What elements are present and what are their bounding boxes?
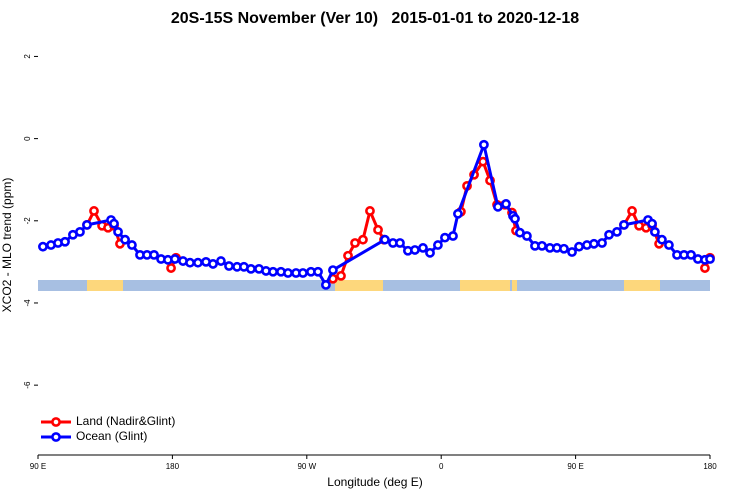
data-point	[700, 263, 710, 273]
y-tick-label: -6	[23, 381, 32, 389]
data-point	[127, 240, 137, 250]
data-point	[298, 268, 308, 278]
y-tick-label: -2	[23, 217, 32, 225]
data-point	[425, 247, 435, 258]
data-point	[410, 245, 420, 255]
data-point	[448, 231, 458, 241]
data-point	[612, 226, 622, 237]
data-point	[170, 254, 180, 264]
data-point	[328, 265, 338, 275]
data-point	[395, 238, 405, 248]
data-point	[321, 279, 331, 290]
land-strip	[335, 280, 383, 291]
data-point	[478, 156, 488, 167]
data-point	[350, 238, 360, 248]
data-point	[537, 240, 547, 251]
data-point	[75, 226, 85, 237]
data-point	[380, 234, 390, 245]
data-point	[493, 201, 503, 212]
data-point	[89, 206, 99, 216]
x-tick-label: 180	[703, 462, 717, 471]
data-point	[453, 208, 463, 219]
legend-marker	[51, 432, 61, 442]
data-point	[433, 240, 443, 250]
legend-label: Ocean (Glint)	[76, 429, 147, 443]
land-strip	[460, 280, 510, 291]
land-strip	[624, 280, 660, 291]
data-point	[216, 256, 226, 266]
series-line	[42, 139, 711, 289]
data-point	[38, 241, 48, 252]
data-point	[224, 261, 234, 271]
data-point	[336, 270, 346, 281]
x-tick-label: 90 E	[30, 462, 46, 471]
x-tick-label: 180	[166, 462, 180, 471]
data-point	[343, 250, 353, 261]
data-point	[208, 259, 218, 269]
x-axis-label: Longitude (deg E)	[327, 475, 422, 489]
data-point	[567, 247, 577, 257]
data-point	[365, 206, 375, 216]
data-point	[60, 236, 70, 247]
data-point	[627, 206, 637, 216]
data-point	[559, 243, 569, 254]
y-tick-label: 0	[23, 136, 32, 141]
data-point	[113, 226, 123, 237]
data-point	[268, 266, 278, 277]
data-point	[246, 263, 256, 274]
legend-marker	[51, 417, 61, 427]
data-point	[589, 238, 599, 249]
chart-title: 20S-15S November (Ver 10) 2015-01-01 to …	[171, 10, 579, 27]
data-point	[705, 254, 715, 264]
land-ocean-strip	[38, 280, 710, 291]
data-point	[82, 220, 92, 230]
data-point	[604, 229, 614, 240]
data-point	[649, 226, 660, 237]
data-point	[185, 257, 195, 268]
data-point	[440, 232, 450, 243]
x-tick-label: 0	[439, 462, 444, 471]
land-strip	[512, 280, 517, 291]
data-point	[686, 249, 696, 260]
data-point	[574, 241, 584, 252]
data-point	[373, 224, 383, 235]
legend-label: Land (Nadir&Glint)	[76, 414, 175, 428]
y-tick-label: 2	[23, 54, 32, 59]
data-point	[120, 234, 130, 245]
y-axis-label: XCO2 - MLO trend (ppm)	[0, 178, 14, 313]
data-point	[647, 218, 657, 229]
data-point	[358, 234, 368, 245]
data-point	[313, 266, 323, 277]
data-point	[109, 218, 119, 229]
data-point	[657, 234, 667, 245]
data-point	[619, 220, 629, 230]
data-point	[193, 257, 203, 268]
y-tick-label: -4	[23, 299, 32, 307]
data-point	[510, 213, 520, 224]
data-point	[166, 263, 176, 273]
data-point	[522, 231, 532, 241]
land-strip	[87, 280, 123, 291]
data-point	[664, 240, 674, 250]
x-tick-label: 90 E	[567, 462, 583, 471]
data-point	[283, 268, 293, 278]
x-tick-label: 90 W	[297, 462, 316, 471]
data-point	[501, 199, 511, 209]
data-point	[479, 139, 489, 150]
data-point	[149, 249, 159, 260]
data-point	[418, 243, 428, 253]
data-point	[597, 238, 607, 248]
